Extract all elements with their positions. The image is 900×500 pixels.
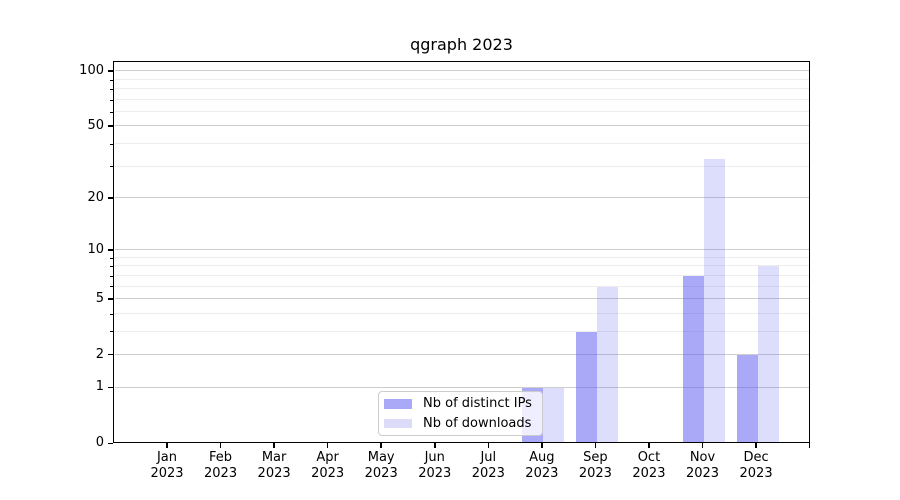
x-label-month: Dec	[743, 450, 769, 465]
legend-label-distinct-ips: Nb of distinct IPs	[423, 396, 532, 412]
x-tick-oct	[648, 443, 650, 448]
gridline-major-100	[114, 70, 809, 72]
y-tick-label-1: 1	[95, 379, 104, 395]
x-label-month: Sep	[583, 450, 608, 465]
bar-downloads-dec	[757, 266, 779, 442]
bar-downloads-aug	[543, 387, 565, 442]
x-tick-feb	[219, 443, 222, 448]
x-label-year: 2023	[364, 465, 398, 481]
x-label-year: 2023	[632, 465, 666, 481]
gridline-minor-40	[114, 143, 809, 145]
x-tick-label-feb: Feb 2023	[191, 450, 251, 481]
x-tick-label-mar: Mar 2023	[244, 450, 304, 481]
gridline-minor-6	[114, 285, 809, 287]
x-tick-jul	[487, 443, 490, 448]
gridline-major-50	[114, 125, 809, 127]
x-tick-label-jul: Jul 2023	[458, 450, 518, 481]
gridline-major-10	[114, 249, 809, 251]
bar-downloads-sep	[596, 286, 618, 442]
x-tick-apr	[326, 443, 329, 448]
x-tick-end	[808, 443, 811, 448]
x-tick-label-aug: Aug 2023	[512, 450, 572, 481]
legend-swatch-distinct-ips-icon	[384, 399, 412, 409]
y-tick-label-10: 10	[87, 241, 104, 257]
gridline-minor-80	[114, 88, 809, 90]
bar-distinct-ips-dec	[736, 354, 758, 442]
y-tick-label-0: 0	[95, 435, 104, 451]
y-tick-label-20: 20	[87, 189, 104, 205]
x-label-year: 2023	[471, 465, 505, 481]
gridline-minor-4	[114, 312, 809, 314]
x-tick-label-jan: Jan 2023	[137, 450, 197, 481]
x-tick-label-nov: Nov 2023	[673, 450, 733, 481]
x-label-month: Oct	[637, 450, 661, 465]
x-label-month: Nov	[689, 450, 716, 465]
x-tick-sep	[594, 443, 597, 448]
x-label-year: 2023	[578, 465, 612, 481]
x-label-month: May	[367, 450, 395, 465]
gridline-major-5	[114, 298, 809, 299]
x-tick-label-jun: Jun 2023	[405, 450, 465, 481]
y-tick-label-100: 100	[79, 63, 104, 79]
x-tick-label-dec: Dec 2023	[726, 450, 786, 481]
gridline-minor-7	[114, 274, 809, 276]
legend-label-downloads: Nb of downloads	[423, 415, 532, 431]
legend: Nb of distinct IPs Nb of downloads	[378, 391, 543, 436]
x-tick-dec	[755, 443, 757, 448]
plot-inner	[114, 63, 809, 442]
y-tick-label-50: 50	[87, 118, 104, 134]
x-label-month: Aug	[529, 450, 555, 465]
legend-swatch-downloads-icon	[384, 418, 412, 428]
x-label-year: 2023	[150, 465, 184, 481]
x-label-month: Apr	[316, 450, 339, 465]
x-tick-label-oct: Oct 2023	[619, 450, 679, 481]
bar-downloads-nov	[704, 159, 725, 442]
legend-item-distinct-ips: Nb of distinct IPs	[384, 395, 534, 413]
y-tick-label-2: 2	[95, 346, 104, 362]
gridline-minor-30	[114, 165, 809, 167]
x-label-year: 2023	[257, 465, 291, 481]
chart-title: qgraph 2023	[410, 35, 513, 54]
gridline-major-1	[114, 386, 809, 388]
x-label-year: 2023	[418, 465, 452, 481]
x-label-year: 2023	[685, 465, 720, 481]
gridline-major-20	[114, 196, 809, 198]
gridline-minor-3	[114, 330, 809, 332]
x-tick-label-apr: Apr 2023	[298, 450, 358, 481]
x-label-year: 2023	[311, 465, 345, 481]
gridline-minor-70	[114, 98, 809, 100]
x-tick-mar	[273, 443, 275, 448]
gridline-minor-8	[114, 265, 809, 267]
x-label-month: Jun	[424, 450, 445, 465]
x-tick-jan	[166, 443, 168, 448]
x-label-month: Jan	[156, 450, 178, 465]
x-tick-jun	[434, 443, 436, 448]
gridline-minor-90	[114, 78, 809, 80]
x-tick-label-sep: Sep 2023	[565, 450, 625, 481]
gridline-minor-9	[114, 256, 809, 258]
gridline-minor-60	[114, 110, 809, 112]
legend-item-downloads: Nb of downloads	[384, 415, 534, 433]
x-tick-may	[380, 443, 382, 448]
x-tick-aug	[541, 443, 543, 448]
x-label-month: Feb	[209, 450, 233, 465]
x-label-year: 2023	[525, 465, 559, 481]
bar-distinct-ips-nov	[683, 275, 704, 442]
gridline-major-2	[114, 353, 809, 355]
x-tick-nov	[701, 443, 704, 448]
x-tick-label-may: May 2023	[351, 450, 411, 481]
y-tick-label-5: 5	[95, 290, 104, 306]
x-label-year: 2023	[739, 465, 773, 481]
bar-distinct-ips-sep	[575, 331, 597, 442]
x-label-year: 2023	[204, 465, 238, 481]
x-label-month: Jul	[480, 450, 497, 465]
x-label-month: Mar	[261, 450, 287, 465]
